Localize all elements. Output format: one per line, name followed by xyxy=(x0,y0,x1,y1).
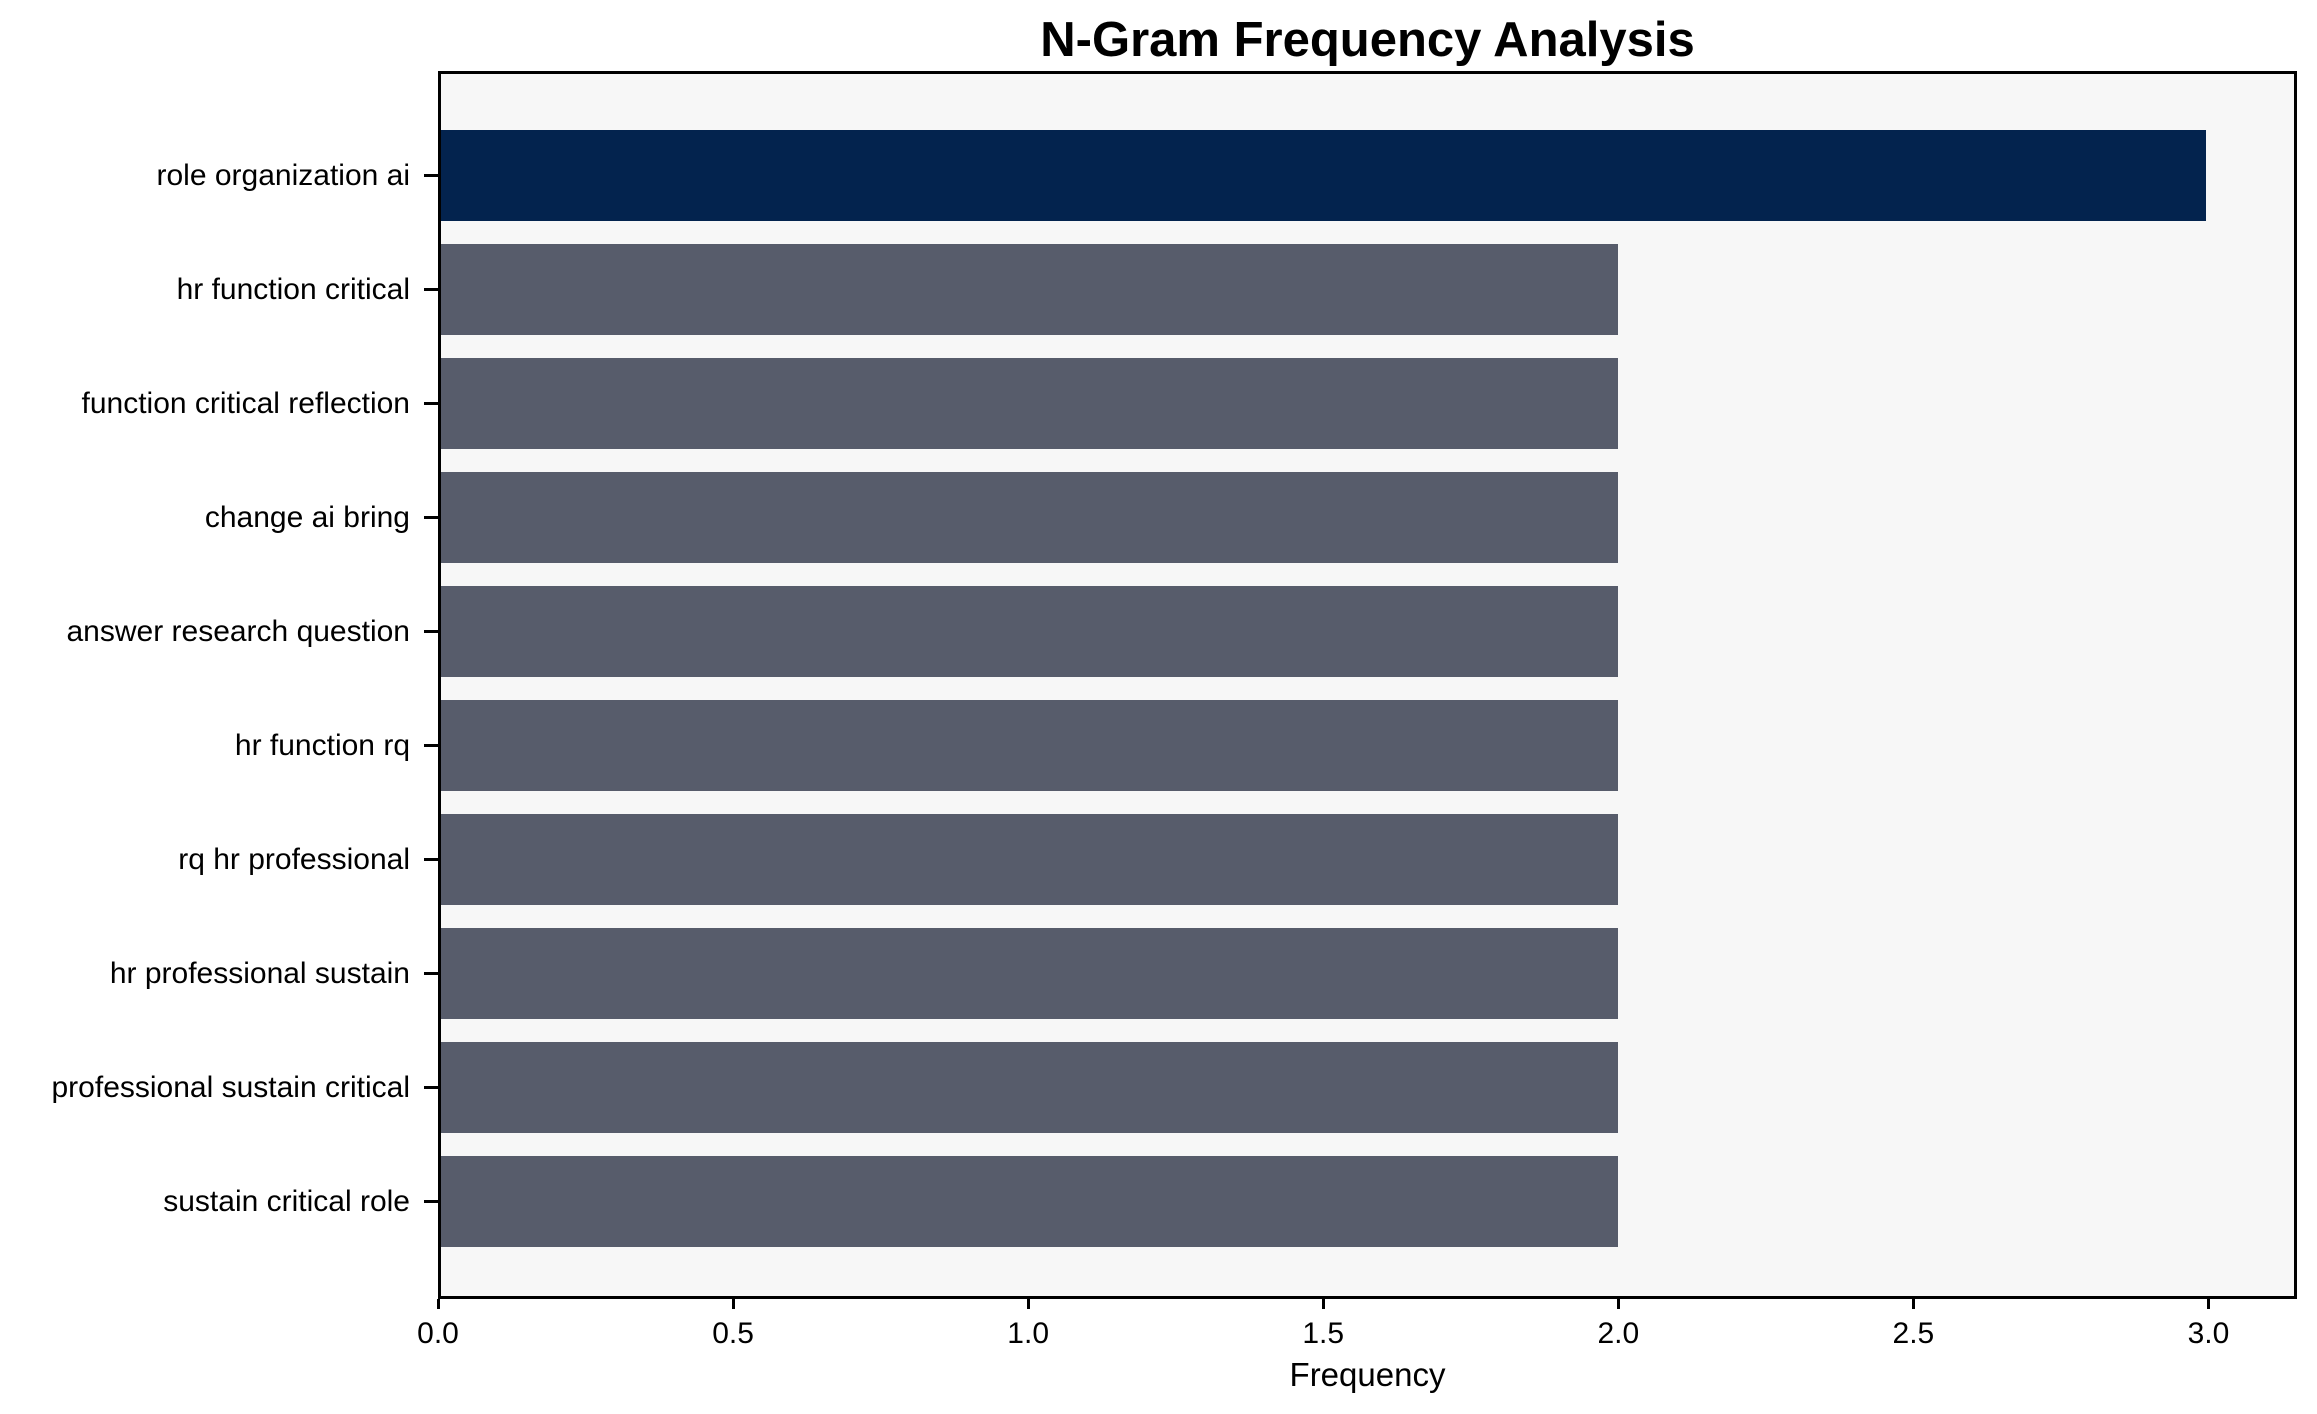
bar xyxy=(441,244,1618,335)
y-tick-label: rq hr professional xyxy=(178,842,410,876)
y-tick-mark xyxy=(424,1086,438,1089)
chart-title: N-Gram Frequency Analysis xyxy=(1040,13,1695,67)
y-tick-label: role organization ai xyxy=(156,158,411,192)
y-tick-mark xyxy=(424,288,438,291)
y-tick-mark xyxy=(424,630,438,633)
x-tick-mark xyxy=(1616,1299,1620,1309)
x-tick-mark xyxy=(1026,1299,1030,1309)
y-tick-label: change ai bring xyxy=(204,500,410,534)
y-tick-mark xyxy=(424,174,438,177)
bar xyxy=(441,814,1618,905)
bar-row xyxy=(441,244,2294,335)
y-tick-label: hr function rq xyxy=(234,728,410,762)
y-tick-label: hr function critical xyxy=(176,272,410,306)
y-tick-mark xyxy=(424,972,438,975)
bar xyxy=(441,130,2206,221)
bar-row xyxy=(441,814,2294,905)
x-tick-label: 0.5 xyxy=(712,1317,754,1350)
x-axis-label: Frequency xyxy=(1289,1356,1446,1393)
bar-row xyxy=(441,1156,2294,1247)
x-tick-mark xyxy=(436,1299,440,1309)
bar-row xyxy=(441,586,2294,677)
x-tick-label: 2.5 xyxy=(1892,1317,1935,1350)
x-tick-label: 1.0 xyxy=(1007,1317,1050,1350)
y-tick-mark xyxy=(424,744,438,747)
bar xyxy=(441,928,1618,1019)
y-tick-label: professional sustain critical xyxy=(51,1070,411,1104)
bar-row xyxy=(441,130,2294,221)
y-tick-label: hr professional sustain xyxy=(109,956,410,990)
bar-row xyxy=(441,1042,2294,1133)
bar xyxy=(441,700,1618,791)
y-tick-mark xyxy=(424,1200,438,1203)
x-tick-label: 0.0 xyxy=(417,1317,459,1350)
y-tick-label: function critical reflection xyxy=(81,386,410,420)
bar xyxy=(441,358,1618,449)
bar xyxy=(441,1156,1618,1247)
plot-area xyxy=(438,71,2297,1299)
bar-row xyxy=(441,928,2294,1019)
y-tick-mark xyxy=(424,402,438,405)
x-tick-label: 2.0 xyxy=(1597,1317,1640,1350)
x-tick-label: 1.5 xyxy=(1302,1317,1345,1350)
bar-row xyxy=(441,358,2294,449)
y-tick-label: sustain critical role xyxy=(163,1184,410,1218)
y-tick-mark xyxy=(424,858,438,861)
x-tick-mark xyxy=(731,1299,735,1309)
bar xyxy=(441,1042,1618,1133)
x-tick-mark xyxy=(1911,1299,1915,1309)
bar xyxy=(441,472,1618,563)
bar xyxy=(441,586,1618,677)
y-tick-mark xyxy=(424,516,438,519)
y-tick-label: answer research question xyxy=(66,614,410,648)
x-tick-mark xyxy=(1321,1299,1325,1309)
bar-row xyxy=(441,472,2294,563)
x-tick-mark xyxy=(2206,1299,2210,1309)
bar-row xyxy=(441,700,2294,791)
x-tick-label: 3.0 xyxy=(2187,1317,2230,1350)
